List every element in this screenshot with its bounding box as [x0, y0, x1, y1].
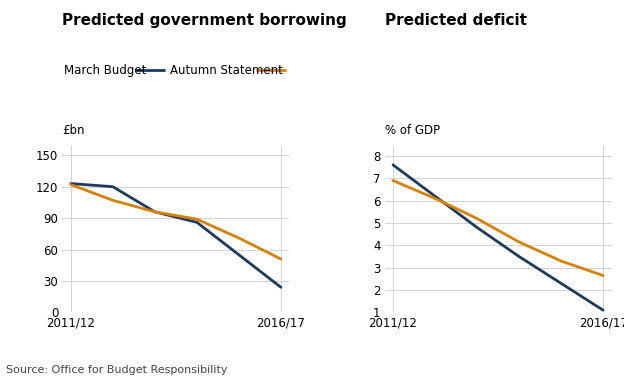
Text: Source: Office for Budget Responsibility: Source: Office for Budget Responsibility	[6, 365, 228, 375]
Text: Predicted deficit: Predicted deficit	[384, 13, 527, 28]
Text: % of GDP: % of GDP	[384, 124, 440, 137]
Text: Predicted government borrowing: Predicted government borrowing	[62, 13, 347, 28]
Text: £bn: £bn	[62, 124, 85, 137]
Text: March Budget: March Budget	[64, 64, 146, 77]
Text: Autumn Statement: Autumn Statement	[170, 64, 283, 77]
